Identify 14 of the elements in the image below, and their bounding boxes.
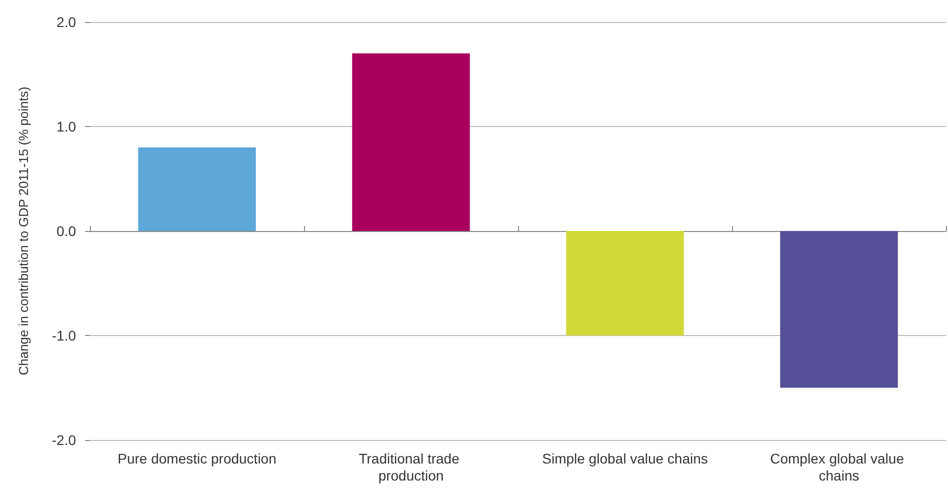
y-axis-title: Change in contribution to GDP 2011-15 (% points) — [16, 86, 31, 376]
bar — [780, 231, 898, 388]
y-tick-label: 1.0 — [56, 118, 76, 134]
bar — [352, 53, 470, 231]
x-tick-label: Simple global value chains — [542, 450, 708, 466]
y-tick-label: 2.0 — [56, 14, 76, 30]
x-tick-label: Complex global value chains — [770, 450, 908, 484]
bar — [566, 231, 684, 336]
y-tick-label: 0.0 — [56, 223, 76, 239]
x-tick-label: Traditional trade production — [358, 450, 464, 484]
x-tick-label: Pure domestic production — [118, 450, 276, 466]
bar — [138, 147, 256, 231]
y-tick-label: -1.0 — [52, 328, 76, 344]
y-tick-label: -2.0 — [52, 432, 76, 448]
